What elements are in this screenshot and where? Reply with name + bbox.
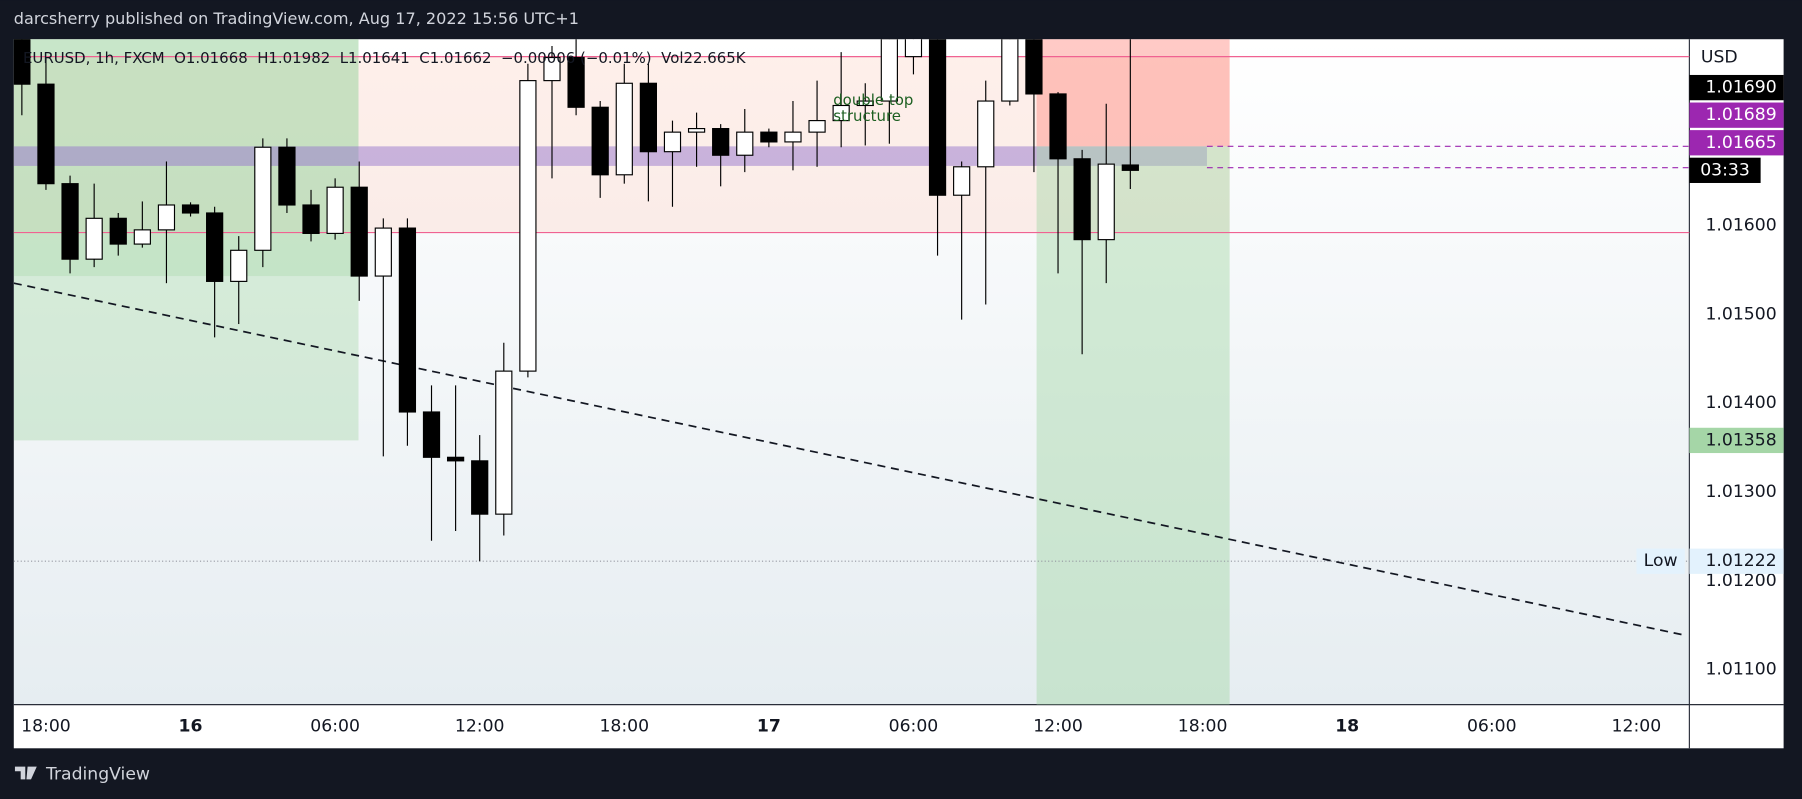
logo-icon [14,766,37,780]
price-label: 1.01358 [1705,430,1776,450]
x-tick-label: 06:00 [1467,716,1517,736]
candle-body [639,82,658,153]
candle-body [157,204,176,231]
candle-body [446,456,465,462]
candle-body [977,100,995,168]
zone [1036,146,1230,705]
price-label-bg [1689,130,1784,156]
zone [13,146,1207,166]
candle-body [495,370,513,515]
x-tick-label: 12:00 [455,716,505,736]
annotation: structure [833,107,901,125]
candle-body [567,56,585,108]
price-tag: Low [1644,551,1678,571]
candle-body [760,131,778,143]
y-tick-label: 1.01500 [1705,304,1776,324]
candle-body [398,227,417,413]
price-label: 1.01665 [1705,133,1776,153]
price-label-bg [1689,102,1784,128]
candle-body [615,82,633,176]
x-tick-label: 18 [1335,716,1359,736]
currency: USD [1701,48,1738,68]
countdown: 03:33 [1700,160,1750,180]
time-axis [13,704,1690,749]
x-tick-label: 12:00 [1612,716,1662,736]
x-tick-label: 17 [757,716,781,736]
trendline [13,282,1684,636]
publisher-line: darcsherry published on TradingView.com,… [14,9,579,28]
candle-body [85,217,103,260]
candle-body [808,120,826,133]
candle-body [663,131,682,153]
y-tick-label: 1.01300 [1705,482,1776,502]
y-tick-label: 1.01400 [1705,393,1776,413]
candle-body [904,39,923,58]
y-tick-label: 1.01200 [1705,571,1776,591]
candle-body [712,128,730,156]
price-tag-bg [1636,548,1685,574]
candle-body [953,166,971,196]
price-axis [1689,39,1784,749]
price-label: 1.01222 [1705,551,1776,571]
brand: TradingView [45,765,150,785]
candle-body [928,39,947,196]
candle-body [374,227,392,277]
price-label-bg [1689,427,1784,454]
x-tick-label: 18:00 [1178,716,1228,736]
y-tick-label: 1.01100 [1705,660,1776,680]
candle-body [1025,39,1043,95]
candle-body [591,106,609,176]
candle-body [230,249,248,282]
candle-body [1073,158,1091,241]
candle-body [736,131,754,156]
candle-body [1049,93,1067,160]
x-tick-label: 12:00 [1033,716,1083,736]
footer-logo [14,766,37,780]
candle-body [1001,39,1019,102]
candle-body [784,131,802,143]
x-tick-label: 06:00 [310,716,360,736]
candle-body [471,460,489,515]
price-label-bg [1689,548,1784,574]
candle-body [326,186,344,234]
x-tick-label: 06:00 [889,716,939,736]
x-tick-label: 18:00 [599,716,649,736]
candle-body [37,83,55,185]
candle-body [133,229,151,245]
annotation: double top [833,91,913,109]
overlay: 1.01100 1.01200 1.01300 1.01400 1.01500 1.016… [21,48,1784,736]
price-label-bg [1689,74,1784,101]
candle-body [422,411,441,458]
candle-body [278,146,296,206]
candle-body [350,186,368,277]
x-tick-label: 16 [179,716,203,736]
candle-body [856,100,874,107]
candle-body [254,146,272,251]
candle-body [832,104,850,122]
candle-body [543,56,561,82]
price-label: 1.01690 [1705,78,1776,98]
candle-body [302,204,320,234]
candle-body [519,80,537,372]
candle-body [13,39,31,85]
candle-body [880,39,898,102]
candle-body [181,204,200,214]
y-tick-label: 1.01600 [1705,215,1776,235]
price-label: 1.01689 [1705,105,1776,125]
candle-body [1121,164,1139,171]
candle-body [109,217,127,245]
candle-body [206,212,224,282]
candle-body [1097,163,1115,241]
x-tick-label: 18:00 [21,716,71,736]
candle-body [61,183,79,260]
candle-body [687,128,706,133]
legend-text: EURUSD, 1h, FXCM O1.01668 H1.01982 L1.01… [23,49,747,67]
countdown-bg [1689,157,1761,183]
